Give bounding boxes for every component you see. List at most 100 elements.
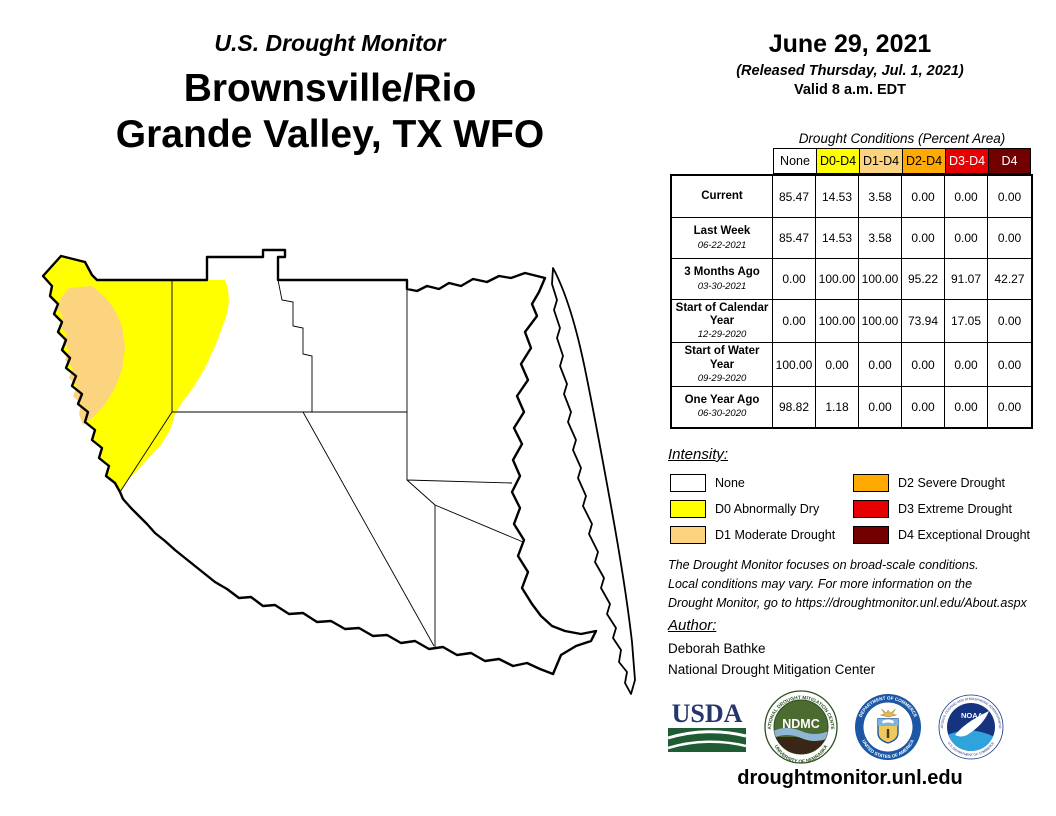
table-cell: 17.05 — [945, 300, 988, 343]
table-row: 3 Months Ago 03-30-2021 0.00 100.00 100.00 95… — [672, 258, 1031, 299]
column-header: D0-D4 — [816, 148, 859, 174]
legend-swatch — [853, 474, 889, 492]
doc-eagle — [880, 708, 897, 718]
table-cell: 0.00 — [997, 314, 1022, 329]
disclaimer-line: The Drought Monitor focuses on broad-sca… — [668, 558, 979, 572]
table-row: Last Week 06-22-2021 85.47 14.53 3.58 0.00 0.0… — [672, 217, 1031, 258]
table-cell: 0.00 — [773, 300, 816, 343]
drought-map — [41, 248, 636, 695]
table-cell: 85.47 — [773, 218, 816, 258]
map-date: June 29, 2021 — [768, 30, 932, 58]
conditions-table: None D0-D4 D1-D4 D2-D4 D3-D4 D4 Current 85.47 1… — [670, 148, 1033, 429]
table-cell: 73.94 — [902, 300, 945, 343]
table-cell: 1.18 — [816, 386, 859, 427]
column-header: D4 — [988, 148, 1031, 174]
noaa-wordmark: NOAA — [961, 711, 984, 720]
row-label: Current — [672, 176, 773, 217]
legend-label: D4 Exceptional Drought — [898, 528, 1031, 542]
table-row: Start of Calendar Year 12-29-2020 0.00 100.… — [672, 299, 1031, 343]
table-cell: 95.22 — [902, 259, 945, 299]
column-header: D3-D4 — [945, 148, 988, 174]
legend-swatch — [853, 500, 889, 518]
row-date: 09-29-2020 — [697, 372, 747, 384]
legend-item: D1 Moderate Drought — [670, 522, 853, 548]
column-header: D2-D4 — [902, 148, 945, 174]
table-cell: 100.00 — [773, 343, 816, 386]
table-row: Start of Water Year 09-29-2020 100.00 0.00 0… — [672, 342, 1031, 386]
legend-label: D2 Severe Drought — [898, 476, 1006, 490]
noaa-logo: NATIONAL OCEANIC AND ATMOSPHERIC ADMINIS… — [938, 694, 1004, 760]
row-label: Last Week 06-22-2021 — [672, 218, 773, 258]
release-date: (Released Thursday, Jul. 1, 2021) — [736, 63, 964, 79]
table-cell: 14.53 — [816, 176, 859, 217]
row-date: 06-30-2020 — [697, 408, 747, 420]
map-mainland-outline — [41, 248, 598, 676]
row-label: Start of Calendar Year 12-29-2020 — [672, 300, 773, 343]
table-cell: 0.00 — [997, 357, 1022, 372]
table-cell: 0.00 — [997, 189, 1022, 204]
valid-time: Valid 8 a.m. EDT — [793, 82, 906, 98]
table-cell: 3.58 — [859, 176, 902, 217]
row-label: 3 Months Ago 03-30-2021 — [672, 259, 773, 299]
table-cell: 0.00 — [945, 343, 988, 386]
table-cell: 100.00 — [816, 259, 859, 299]
author-organization: National Drought Mitigation Center — [668, 662, 876, 677]
legend-swatch — [853, 526, 889, 544]
legend-item: D4 Exceptional Drought — [853, 522, 1053, 548]
table-cell: 0.00 — [859, 386, 902, 427]
table-cell: 3.58 — [859, 218, 902, 258]
logo-row: USDA NATIONAL DROUGHT MITIGATION CENTER … — [666, 690, 1004, 764]
table-cell: 91.07 — [945, 259, 988, 299]
column-header: None — [773, 148, 816, 174]
column-header: D1-D4 — [859, 148, 902, 174]
row-label: One Year Ago 06-30-2020 — [672, 386, 773, 427]
disclaimer-line: Drought Monitor, go to https://droughtmo… — [668, 595, 1027, 610]
map-barrier-island — [551, 267, 636, 695]
row-label: Start of Water Year 09-29-2020 — [672, 343, 773, 386]
table-row: Current 85.47 14.53 3.58 0.00 0.00 0.00 — [672, 176, 1031, 217]
table-cell: 98.82 — [773, 386, 816, 427]
legend-label: None — [715, 476, 745, 490]
report-kicker: U.S. Drought Monitor — [214, 30, 446, 56]
map-region-d1 — [57, 286, 125, 425]
table-cell: 85.47 — [773, 176, 816, 217]
legend-swatch — [670, 500, 706, 518]
table-cell: 0.00 — [997, 231, 1022, 245]
table-cell: 100.00 — [859, 300, 902, 343]
table-row: One Year Ago 06-30-2020 98.82 1.18 0.00 0.00 0… — [672, 385, 1031, 427]
row-date: 06-22-2021 — [697, 239, 747, 251]
row-date: 12-29-2020 — [697, 329, 747, 341]
table-cell: 0.00 — [945, 386, 988, 427]
table-cell: 0.00 — [773, 259, 816, 299]
table-body: Current 85.47 14.53 3.58 0.00 0.00 0.00 Last We… — [670, 174, 1033, 429]
legend-swatch — [670, 526, 706, 544]
table-cell: 42.27 — [994, 272, 1025, 286]
intensity-legend: None D0 Abnormally Dry D1 Moderate Drought… — [670, 470, 1053, 548]
table-cell: 0.00 — [902, 386, 945, 427]
legend-label: D3 Extreme Drought — [898, 502, 1012, 516]
table-cell: 0.00 — [997, 399, 1022, 414]
ndmc-wordmark: NDMC — [782, 717, 820, 731]
legend-item: D2 Severe Drought — [853, 470, 1053, 496]
date-block: June 29, 2021 (Released Thursday, Jul. 1… — [660, 30, 1040, 98]
legend-item: D3 Extreme Drought — [853, 496, 1053, 522]
legend-item: None — [670, 470, 853, 496]
table-cell: 0.00 — [945, 218, 988, 258]
disclaimer-line: Local conditions may vary. For more info… — [668, 576, 973, 591]
table-cell: 100.00 — [859, 259, 902, 299]
table-cell: 14.53 — [816, 218, 859, 258]
doc-logo: DEPARTMENT OF COMMERCE UNITED STATES OF … — [855, 694, 921, 760]
table-cell: 0.00 — [902, 343, 945, 386]
legend-item: D0 Abnormally Dry — [670, 496, 853, 522]
page-title: Brownsville/Rio Grande Valley, TX WFO — [20, 66, 640, 158]
table-caption: Drought Conditions (Percent Area) — [798, 131, 1006, 146]
table-header-row: None D0-D4 D1-D4 D2-D4 D3-D4 D4 — [773, 148, 1033, 174]
ndmc-logo: NATIONAL DROUGHT MITIGATION CENTER UNIVE… — [764, 690, 838, 764]
map-county-lines — [119, 279, 524, 647]
table-cell: 100.00 — [816, 300, 859, 343]
legend-label: D1 Moderate Drought — [715, 528, 836, 542]
table-cell: 0.00 — [859, 343, 902, 386]
author-name: Deborah Bathke — [668, 641, 766, 656]
noaa-gull — [955, 711, 989, 737]
table-cell: 0.00 — [902, 218, 945, 258]
